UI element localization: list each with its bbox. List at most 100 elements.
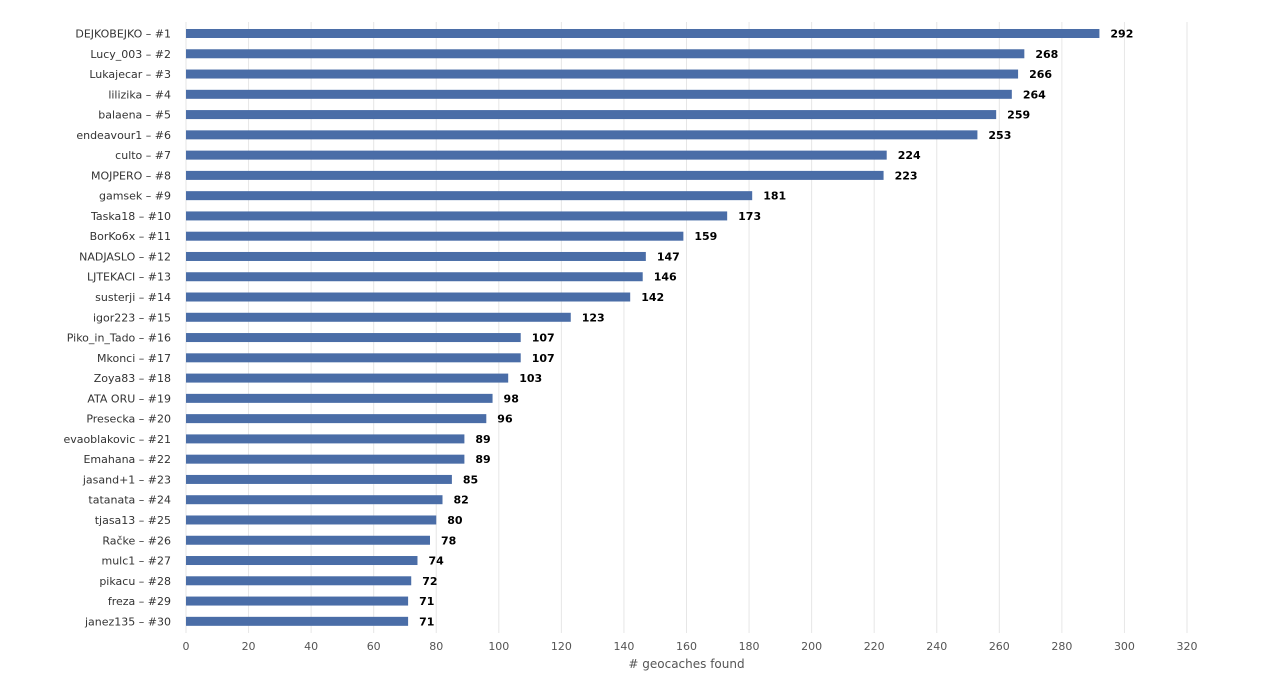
bar [186,576,412,586]
category-label: DEJKOBEJKO – #1 [75,28,171,41]
category-label: BorKo6x – #11 [90,230,171,243]
x-tick-label: 180 [739,640,760,653]
category-label: susterji – #14 [95,291,171,304]
category-label: Emahana – #22 [83,453,171,466]
category-labels: DEJKOBEJKO – #1 Lucy_003 – #2 Lukajecar – … [63,28,171,629]
bar [186,312,571,322]
x-tick-label: 220 [864,640,885,653]
data-label: 253 [988,129,1011,142]
category-label: pikacu – #28 [99,575,171,588]
x-tick-label: 0 [183,640,190,653]
bar [186,292,631,302]
category-label: tjasa13 – #25 [95,514,171,527]
data-label: 74 [428,555,444,568]
category-label: Račke – #26 [102,534,171,547]
category-label: balaena – #5 [98,109,171,122]
bar [186,89,1012,99]
bar [186,515,437,525]
bar [186,474,452,484]
category-label: gamsek – #9 [99,190,171,203]
x-tick-label: 300 [1114,640,1135,653]
bars [186,29,1100,626]
x-tick-label: 40 [304,640,318,653]
data-label: 96 [497,413,513,426]
bar [186,393,493,403]
x-tick-label: 120 [551,640,572,653]
category-label: igor223 – #15 [93,311,171,324]
x-tick-label: 320 [1177,640,1198,653]
data-label: 292 [1110,28,1133,41]
x-tick-label: 240 [926,640,947,653]
gridlines [185,22,1188,633]
bar [186,231,684,241]
bar [186,414,487,424]
category-label: MOJPERO – #8 [91,169,171,182]
bar [186,191,753,201]
data-label: 223 [895,169,918,182]
category-label: janez135 – #30 [84,615,171,628]
category-label: Mkonci – #17 [97,352,171,365]
category-label: Zoya83 – #18 [94,372,171,385]
x-tick-label: 100 [488,640,509,653]
category-label: Lucy_003 – #2 [90,48,171,61]
category-label: culto – #7 [115,149,171,162]
data-label: 173 [738,210,761,223]
bar [186,49,1025,59]
data-label: 107 [532,352,555,365]
category-label: Presecka – #20 [86,413,171,426]
bar [186,29,1100,38]
data-label: 72 [422,575,437,588]
data-label: 147 [657,250,680,263]
data-label: 80 [447,514,463,527]
x-tick-labels: 0 20 40 60 80 100 120 140 160 180 200 220 240 260 280 3… [183,640,1198,653]
bar [186,211,728,221]
category-label: lilizika – #4 [108,88,171,101]
data-label: 89 [475,433,490,446]
x-tick-label: 200 [801,640,822,653]
data-label: 142 [641,291,664,304]
category-label: freza – #29 [108,595,171,608]
data-label: 123 [582,311,605,324]
data-label: 266 [1029,68,1052,81]
bar [186,373,509,383]
x-axis-title: # geocaches found [628,657,744,671]
bar [186,251,646,261]
x-tick-label: 20 [242,640,256,653]
data-label: 89 [475,453,490,466]
bar [186,272,643,282]
bar [186,596,409,606]
data-label: 146 [654,271,677,284]
data-label: 224 [898,149,921,162]
data-label: 71 [419,615,434,628]
bar [186,110,997,120]
x-tick-label: 260 [989,640,1010,653]
category-label: evaoblakovic – #21 [63,433,171,446]
bar [186,130,978,140]
data-label: 159 [694,230,717,243]
data-label: 71 [419,595,434,608]
data-label: 98 [504,392,519,405]
category-label: endeavour1 – #6 [76,129,171,142]
category-label: NADJASLO – #12 [79,250,171,263]
data-label: 78 [441,534,456,547]
bar [186,434,465,444]
category-label: mulc1 – #27 [102,555,172,568]
category-label: ATA ORU – #19 [87,392,171,405]
bar [186,454,465,464]
x-tick-label: 160 [676,640,697,653]
x-tick-label: 140 [613,640,634,653]
bar [186,535,430,545]
bar [186,150,887,160]
bar [186,69,1019,79]
category-label: tatanata – #24 [88,494,171,507]
x-tick-label: 280 [1051,640,1072,653]
bar [186,556,418,566]
data-label: 82 [454,494,469,507]
data-label: 264 [1023,88,1046,101]
category-label: Piko_in_Tado – #16 [67,332,171,345]
category-label: jasand+1 – #23 [82,473,171,486]
bar [186,333,521,343]
data-label: 103 [519,372,542,385]
